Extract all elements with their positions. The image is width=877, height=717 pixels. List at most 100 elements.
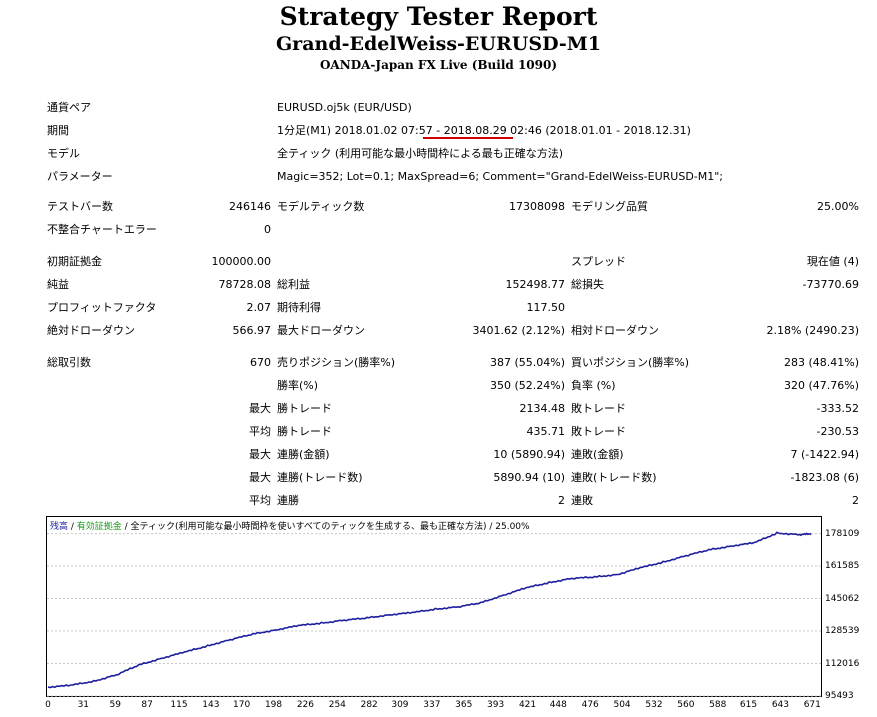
avg-cons-win-value: 2 <box>558 494 565 507</box>
model-label: モデル <box>47 147 80 160</box>
cons-loss-count-label: 連敗(トレード数) <box>571 471 657 484</box>
x-tick-label: 588 <box>709 700 727 710</box>
cons-win-count-value: 5890.94 (10) <box>493 471 565 484</box>
win-value: 350 (52.24%) <box>489 379 565 392</box>
largest-loss-value: -333.52 <box>816 402 859 415</box>
avg-word: 平均 <box>249 494 271 507</box>
max-word: 最大 <box>249 402 271 415</box>
x-tick-label: 615 <box>739 700 758 710</box>
balance-chart-frame <box>46 516 822 697</box>
spread-label: スプレッド <box>571 255 626 268</box>
y-tick-label: 128539 <box>825 626 860 637</box>
bars-label: テストバー数 <box>47 200 113 213</box>
deposit-label: 初期証拠金 <box>47 255 102 268</box>
avg-word: 平均 <box>249 425 271 438</box>
x-tick-label: 31 <box>77 700 90 710</box>
gross-loss-label: 総損失 <box>571 278 604 291</box>
period-value: 1分足(M1) 2018.01.02 07:57 - 2018.08.29 02… <box>277 124 691 137</box>
x-tick-label: 476 <box>581 700 599 710</box>
x-tick-label: 671 <box>803 700 821 710</box>
x-tick-label: 143 <box>202 700 220 710</box>
x-tick-label: 254 <box>328 700 346 710</box>
spread-value: 現在値 (4) <box>806 255 859 268</box>
avg-cons-win-label: 連勝 <box>277 494 299 507</box>
largest-win-value: 2134.48 <box>519 402 566 415</box>
x-tick-label: 0 <box>45 700 51 710</box>
largest-win-label: 勝トレード <box>277 402 332 415</box>
mismatch-value: 0 <box>264 223 271 236</box>
x-tick-label: 532 <box>645 700 663 710</box>
max-dd-value: 3401.62 (2.12%) <box>472 324 565 337</box>
mismatch-label: 不整合チャートエラー <box>47 223 157 236</box>
x-tick-label: 87 <box>141 700 153 710</box>
bars-value: 246146 <box>229 200 271 213</box>
largest-loss-label: 敗トレード <box>571 402 626 415</box>
net-value: 78728.08 <box>218 278 272 291</box>
x-tick-label: 504 <box>613 700 631 710</box>
gross-loss-value: -73770.69 <box>802 278 859 291</box>
pf-label: プロフィットファクタ <box>47 301 157 314</box>
params-value: Magic=352; Lot=0.1; MaxSpread=6; Comment… <box>277 170 724 183</box>
rel-dd-value: 2.18% (2490.23) <box>766 324 859 337</box>
caption-rest: / 全ティック(利用可能な最小時間枠を使いすべてのティックを生成する、最も正確な… <box>121 522 530 532</box>
symbol-label: 通貨ペア <box>47 101 91 114</box>
period-label: 期間 <box>47 124 69 137</box>
short-label: 売りポジション(勝率%) <box>277 356 396 369</box>
cons-loss-count-value: -1823.08 (6) <box>790 471 859 484</box>
abs-dd-label: 絶対ドローダウン <box>47 324 135 337</box>
balance-line <box>47 531 812 689</box>
short-value: 387 (55.04%) <box>489 356 565 369</box>
x-tick-label: 337 <box>423 700 441 710</box>
max-word: 最大 <box>249 448 271 461</box>
broker-info: OANDA-Japan FX Live (Build 1090) <box>319 58 558 72</box>
cons-win-money-label: 連勝(金額) <box>277 448 330 461</box>
ticks-label: モデルティック数 <box>277 200 365 213</box>
caption-sep: / <box>68 522 77 532</box>
model-value: 全ティック (利用可能な最小時間枠による最も正確な方法) <box>277 147 564 160</box>
loss-value: 320 (47.76%) <box>783 379 859 392</box>
params-label: パラメーター <box>47 170 113 183</box>
cons-win-money-value: 10 (5890.94) <box>493 448 565 461</box>
avg-win-label: 勝トレード <box>277 425 332 438</box>
pf-value: 2.07 <box>246 301 272 314</box>
win-label: 勝率(%) <box>277 379 319 392</box>
quality-label: モデリング品質 <box>571 200 648 213</box>
caption-equity: 有効証拠金 <box>76 522 122 532</box>
avg-cons-loss-label: 連敗 <box>571 494 593 507</box>
abs-dd-value: 566.97 <box>232 324 272 337</box>
x-tick-label: 365 <box>455 700 473 710</box>
rel-dd-label: 相対ドローダウン <box>571 324 659 337</box>
expected-value: 117.50 <box>526 301 566 314</box>
gross-profit-label: 総利益 <box>277 278 310 291</box>
cons-loss-money-label: 連敗(金額) <box>571 448 624 461</box>
loss-label: 負率 (%) <box>571 379 616 392</box>
y-tick-label: 112016 <box>825 658 860 669</box>
x-tick-label: 115 <box>170 700 188 710</box>
x-tick-label: 198 <box>264 700 283 710</box>
x-tick-label: 226 <box>296 700 315 710</box>
x-tick-label: 170 <box>233 700 251 710</box>
x-tick-label: 560 <box>677 700 695 710</box>
gross-profit-value: 152498.77 <box>505 278 566 291</box>
avg-cons-loss-value: 2 <box>852 494 859 507</box>
x-tick-label: 643 <box>771 700 789 710</box>
balance-chart <box>47 531 821 697</box>
avg-loss-value: -230.53 <box>816 425 859 438</box>
x-tick-label: 282 <box>360 700 378 710</box>
long-label: 買いポジション(勝率%) <box>571 356 690 369</box>
x-tick-label: 421 <box>518 700 537 710</box>
max-word: 最大 <box>249 471 271 484</box>
x-tick-label: 448 <box>549 700 567 710</box>
y-tick-label: 178109 <box>825 528 860 539</box>
max-dd-label: 最大ドローダウン <box>277 324 365 337</box>
deposit-value: 100000.00 <box>211 255 272 268</box>
caption-balance: 残高 <box>50 522 69 532</box>
ticks-value: 17308098 <box>509 200 565 213</box>
net-label: 純益 <box>47 278 69 291</box>
cons-loss-money-value: 7 (-1422.94) <box>790 448 859 461</box>
avg-win-value: 435.71 <box>526 425 566 438</box>
highlight-underline <box>423 137 513 139</box>
report-title: Strategy Tester Report <box>279 2 598 31</box>
avg-loss-label: 敗トレード <box>571 425 626 438</box>
x-tick-label: 59 <box>109 700 121 710</box>
